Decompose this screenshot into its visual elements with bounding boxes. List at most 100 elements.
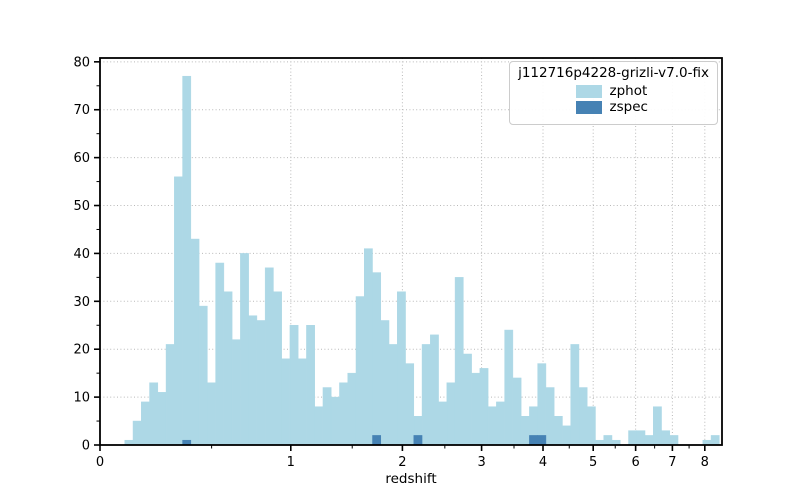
legend-entry-zspec: zspec: [510, 99, 717, 115]
zspec-swatch-icon: [575, 101, 602, 114]
zphot-bar: [248, 315, 258, 446]
zphot-bar: [380, 320, 390, 446]
x-tick-label: 8: [701, 455, 709, 470]
zphot-bar: [264, 267, 274, 446]
zphot-bar: [421, 344, 431, 446]
zphot-bar: [496, 401, 505, 446]
zphot-bar: [314, 406, 324, 446]
axis-ticks: [94, 61, 706, 451]
zphot-bar: [471, 372, 481, 446]
x-tick-label: 6: [631, 455, 639, 470]
zphot-bar: [512, 377, 522, 446]
zphot-bar: [223, 291, 233, 446]
zphot-bar: [644, 435, 654, 446]
zphot-bar: [330, 396, 340, 446]
zspec-bars: [182, 435, 547, 446]
zphot-bar: [215, 262, 225, 446]
zspec-bar: [529, 435, 538, 446]
zphot-bar: [289, 325, 299, 446]
zphot-bar: [562, 425, 571, 446]
zspec-bar: [537, 435, 547, 446]
zphot-bar: [463, 353, 472, 446]
zphot-bar: [397, 291, 406, 446]
zphot-bar: [586, 406, 596, 446]
legend: j112716p4228-grizli-v7.0-fix zphot zspec: [509, 61, 718, 125]
zphot-bar: [487, 406, 497, 446]
zphot-bar: [388, 344, 398, 446]
zphot-bar: [281, 358, 291, 446]
zphot-bars: [124, 75, 720, 446]
legend-label-zspec: zspec: [609, 99, 648, 115]
zphot-bar: [553, 416, 563, 446]
zphot-bar: [231, 339, 241, 446]
zphot-bar: [347, 372, 357, 446]
zphot-bar: [207, 382, 216, 446]
zphot-bar: [430, 334, 439, 446]
x-tick-label: 4: [539, 455, 547, 470]
zphot-bar: [438, 401, 448, 446]
zphot-bar: [182, 75, 192, 446]
zphot-bar: [661, 430, 671, 446]
zphot-bar: [157, 392, 167, 446]
zphot-bar: [355, 296, 365, 446]
zphot-bar: [545, 387, 555, 446]
zphot-bar: [653, 406, 662, 446]
x-tick-label: 3: [477, 455, 485, 470]
zphot-bar: [669, 435, 679, 446]
zphot-bar: [628, 430, 638, 446]
zphot-bar: [174, 176, 183, 446]
zphot-bar: [405, 363, 415, 446]
zphot-bar: [273, 291, 282, 446]
zphot-bar: [322, 387, 332, 446]
zphot-bar: [141, 401, 150, 446]
zphot-bar: [132, 420, 142, 446]
y-tick-label: 10: [73, 391, 90, 406]
zphot-bar: [504, 329, 514, 446]
y-tick-label: 70: [73, 103, 90, 118]
zphot-bar: [149, 382, 159, 446]
y-tick-label: 80: [73, 55, 90, 70]
x-tick-label: 1: [287, 455, 295, 470]
legend-entry-zphot: zphot: [510, 83, 717, 99]
x-tick-label: 0: [96, 455, 104, 470]
zphot-bar: [198, 305, 208, 446]
zphot-swatch-icon: [575, 85, 602, 98]
axes-frame: [99, 57, 723, 446]
zphot-bar: [454, 277, 464, 446]
legend-title: j112716p4228-grizli-v7.0-fix: [518, 65, 709, 81]
legend-label-zphot: zphot: [609, 83, 648, 99]
zphot-bar: [479, 368, 489, 446]
zphot-bar: [339, 382, 348, 446]
zphot-bar: [364, 248, 373, 446]
x-tick-label: 5: [589, 455, 597, 470]
zphot-bar: [520, 416, 530, 446]
zphot-bar: [578, 387, 588, 446]
zphot-bar: [446, 382, 456, 446]
zphot-bar: [537, 363, 547, 446]
zphot-bar: [603, 435, 613, 446]
y-tick-label: 60: [73, 151, 90, 166]
y-tick-label: 20: [73, 343, 90, 358]
zphot-bar: [297, 358, 307, 446]
zspec-bar: [372, 435, 382, 446]
zphot-bar: [165, 344, 175, 446]
zphot-bar: [190, 238, 200, 446]
zphot-bar: [710, 435, 720, 446]
zphot-bar: [570, 344, 580, 446]
x-tick-label: 7: [668, 455, 676, 470]
x-tick-label: 2: [398, 455, 406, 470]
zphot-bar: [372, 272, 382, 446]
y-tick-label: 0: [82, 439, 90, 454]
zphot-bar: [256, 320, 266, 446]
zspec-bar: [413, 435, 423, 446]
x-axis-label: redshift: [385, 471, 436, 487]
y-tick-label: 50: [73, 199, 90, 214]
y-tick-label: 40: [73, 247, 90, 262]
y-tick-label: 30: [73, 295, 90, 310]
zphot-bar: [636, 430, 646, 446]
zphot-bar: [306, 325, 315, 446]
zphot-bar: [240, 253, 249, 446]
